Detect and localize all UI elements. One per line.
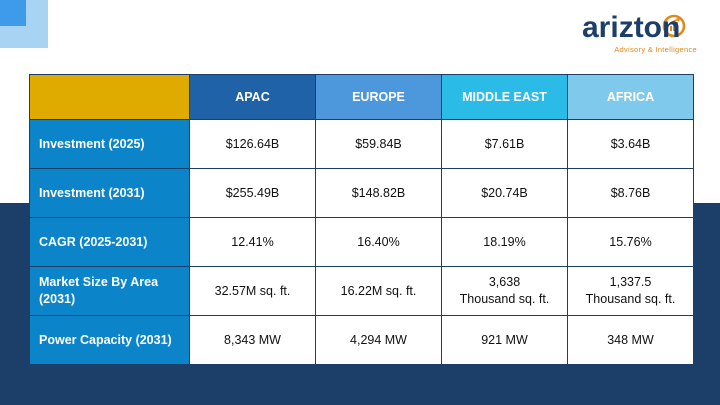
row-label: Investment (2025) xyxy=(29,119,190,169)
cell-middle-east: 921 MW xyxy=(441,315,568,365)
cell-value-line: $3.64B xyxy=(610,136,651,151)
cell-value-line: $255.49B xyxy=(225,185,280,200)
cell-africa: 1,337.5 Thousand sq. ft. xyxy=(567,266,694,316)
cell-value-line: $20.74B xyxy=(481,185,528,200)
cell-value-line: Thousand sq. ft. xyxy=(585,292,676,306)
table-row: Investment (2025) $126.64B $59.84B $7.61B $3… xyxy=(29,119,694,169)
cell-value-line: 1,337.5 xyxy=(609,275,652,289)
cell-middle-east: $7.61B xyxy=(441,119,568,169)
cell-value-line: 348 MW xyxy=(607,332,654,347)
cell-apac: $255.49B xyxy=(189,168,316,218)
cell-middle-east: 3,638 Thousand sq. ft. xyxy=(441,266,568,316)
cell-value-line: Thousand sq. ft. xyxy=(459,292,550,306)
cell-europe: 4,294 MW xyxy=(315,315,442,365)
cell-value-line: 921 MW xyxy=(481,332,528,347)
cell-apac: 8,343 MW xyxy=(189,315,316,365)
row-label: Market Size By Area (2031) xyxy=(29,266,190,316)
cell-value-line: 4,294 MW xyxy=(350,332,407,347)
row-label: Investment (2031) xyxy=(29,168,190,218)
logo-growth-icon xyxy=(662,14,686,38)
column-header-middle-east: MIDDLE EAST xyxy=(441,74,568,120)
table-row: Power Capacity (2031) 8,343 MW 4,294 MW 921… xyxy=(29,315,694,365)
cell-value-line: $7.61B xyxy=(484,136,525,151)
column-header-europe: EUROPE xyxy=(315,74,442,120)
cell-africa: $3.64B xyxy=(567,119,694,169)
cell-value-line: $148.82B xyxy=(351,185,406,200)
table-row: Market Size By Area (2031) 32.57M sq. ft.… xyxy=(29,266,694,316)
cell-europe: $148.82B xyxy=(315,168,442,218)
cell-value-line: 18.19% xyxy=(483,234,526,249)
cell-africa: 15.76% xyxy=(567,217,694,267)
row-label: CAGR (2025-2031) xyxy=(29,217,190,267)
table-body: Investment (2025) $126.64B $59.84B $7.61B $3… xyxy=(29,119,694,365)
cell-apac: 12.41% xyxy=(189,217,316,267)
cell-value-line: $59.84B xyxy=(355,136,402,151)
cell-europe: $59.84B xyxy=(315,119,442,169)
cell-value-line: 8,343 MW xyxy=(224,332,281,347)
cell-value-line: 12.41% xyxy=(231,234,274,249)
cell-africa: 348 MW xyxy=(567,315,694,365)
table-row: CAGR (2025-2031) 12.41% 16.40% 18.19% 15.76% xyxy=(29,217,694,267)
cell-europe: 16.22M sq. ft. xyxy=(315,266,442,316)
cell-middle-east: 18.19% xyxy=(441,217,568,267)
cell-apac: 32.57M sq. ft. xyxy=(189,266,316,316)
cell-value-line: 16.22M sq. ft. xyxy=(340,283,417,298)
cell-value-line: 15.76% xyxy=(609,234,652,249)
cell-europe: 16.40% xyxy=(315,217,442,267)
cell-middle-east: $20.74B xyxy=(441,168,568,218)
logo-wordmark: arizton xyxy=(582,11,681,44)
cell-value-line: 16.40% xyxy=(357,234,400,249)
cell-value-line: 32.57M sq. ft. xyxy=(214,283,291,298)
table-row: Investment (2031) $255.49B $148.82B $20.74B… xyxy=(29,168,694,218)
column-header-apac: APAC xyxy=(189,74,316,120)
cell-africa: $8.76B xyxy=(567,168,694,218)
column-header-africa: AFRICA xyxy=(567,74,694,120)
cell-value-line: 3,638 xyxy=(488,275,521,289)
header-corner-cell xyxy=(29,74,190,120)
row-label: Power Capacity (2031) xyxy=(29,315,190,365)
arizton-logo: arizton Advisory & Intelligence xyxy=(582,12,697,56)
cell-value-line: $126.64B xyxy=(225,136,280,151)
table-header-row: APAC EUROPE MIDDLE EAST AFRICA xyxy=(29,74,694,120)
cell-apac: $126.64B xyxy=(189,119,316,169)
decor-square-blue xyxy=(0,0,26,26)
regional-comparison-table: APAC EUROPE MIDDLE EAST AFRICA Investmen… xyxy=(29,74,694,365)
logo-tagline: Advisory & Intelligence xyxy=(614,45,697,54)
cell-value-line: $8.76B xyxy=(610,185,651,200)
